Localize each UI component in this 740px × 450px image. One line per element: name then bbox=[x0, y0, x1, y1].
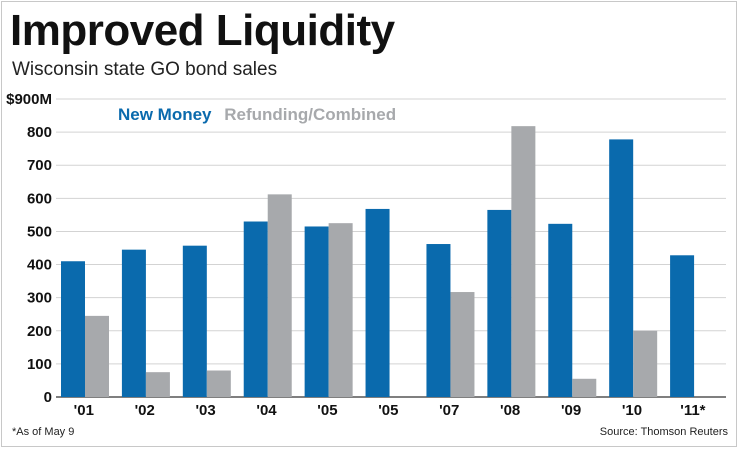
bar-new-money bbox=[61, 261, 85, 397]
y-tick-label: $900M bbox=[6, 91, 52, 108]
bar-refunding bbox=[511, 126, 536, 397]
y-tick-label: 100 bbox=[27, 356, 52, 373]
bar-new-money bbox=[182, 245, 207, 397]
bar-refunding bbox=[328, 223, 353, 397]
footnote: *As of May 9 bbox=[12, 426, 75, 438]
x-tick-label: '08 bbox=[500, 402, 520, 419]
bar-refunding bbox=[572, 378, 597, 397]
x-tick-label: '10 bbox=[622, 402, 642, 419]
bar-refunding bbox=[145, 372, 170, 397]
x-tick-label: '04 bbox=[256, 402, 277, 419]
bar-new-money bbox=[121, 249, 146, 397]
y-tick-label: 300 bbox=[27, 290, 52, 307]
bar-refunding bbox=[633, 330, 658, 397]
source-note: Source: Thomson Reuters bbox=[599, 426, 728, 438]
bar-refunding bbox=[267, 194, 292, 397]
bar-new-money bbox=[365, 208, 390, 397]
y-tick-label: 0 bbox=[44, 389, 52, 406]
bar-new-money bbox=[426, 244, 451, 397]
x-tick-label: '01 bbox=[74, 402, 94, 419]
y-tick-label: 400 bbox=[27, 257, 52, 274]
x-tick-label: '03 bbox=[195, 402, 215, 419]
y-tick-label: 700 bbox=[27, 157, 52, 174]
bar-new-money bbox=[609, 139, 634, 397]
chart-subtitle: Wisconsin state GO bond sales bbox=[12, 59, 278, 80]
bar-new-money bbox=[304, 226, 329, 397]
y-tick-label: 500 bbox=[27, 223, 52, 240]
bar-new-money bbox=[670, 255, 695, 397]
bar-new-money bbox=[487, 209, 512, 397]
x-axis-labels: '01 '02 '03 '04 '05 '05 '07 '08 '09 '10 '11* bbox=[74, 402, 706, 419]
y-tick-label: 800 bbox=[27, 124, 52, 141]
bar-refunding bbox=[85, 315, 109, 397]
x-tick-label: '09 bbox=[561, 402, 581, 419]
legend-refunding: Refunding/Combined bbox=[224, 105, 397, 124]
bar-new-money bbox=[243, 221, 268, 397]
y-tick-label: 600 bbox=[27, 190, 52, 207]
bars bbox=[61, 126, 695, 397]
x-tick-label: '05 bbox=[378, 402, 398, 419]
bar-refunding bbox=[206, 370, 231, 397]
x-tick-label: '05 bbox=[317, 402, 337, 419]
y-tick-label: 200 bbox=[27, 323, 52, 340]
x-tick-label: '02 bbox=[135, 402, 155, 419]
chart-title: Improved Liquidity bbox=[10, 6, 395, 55]
x-tick-label: '11* bbox=[680, 402, 705, 419]
legend-new-money: New Money bbox=[118, 105, 212, 124]
y-axis-ticks: 0 100 200 300 400 500 600 700 800 $900M bbox=[6, 91, 52, 406]
x-tick-label: '07 bbox=[439, 402, 459, 419]
bar-refunding bbox=[450, 292, 475, 397]
legend: New Money Refunding/Combined bbox=[118, 105, 404, 125]
bar-new-money bbox=[548, 223, 573, 397]
